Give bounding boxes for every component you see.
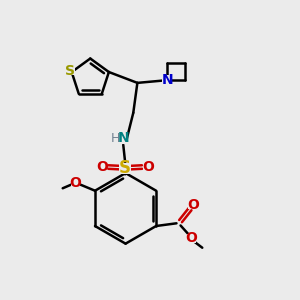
- Text: N: N: [117, 131, 129, 145]
- FancyBboxPatch shape: [187, 234, 196, 243]
- Text: O: O: [142, 160, 154, 174]
- FancyBboxPatch shape: [98, 162, 107, 172]
- FancyBboxPatch shape: [119, 163, 131, 173]
- Text: S: S: [65, 64, 75, 78]
- FancyBboxPatch shape: [65, 66, 76, 75]
- Text: O: O: [96, 160, 108, 174]
- Text: O: O: [185, 231, 197, 245]
- Text: S: S: [119, 159, 131, 177]
- FancyBboxPatch shape: [108, 134, 126, 144]
- FancyBboxPatch shape: [71, 178, 80, 187]
- Text: O: O: [187, 198, 199, 212]
- FancyBboxPatch shape: [188, 200, 197, 209]
- Text: N: N: [161, 73, 173, 87]
- Text: H: H: [110, 132, 120, 145]
- FancyBboxPatch shape: [163, 75, 172, 85]
- Text: O: O: [70, 176, 81, 190]
- FancyBboxPatch shape: [143, 162, 153, 172]
